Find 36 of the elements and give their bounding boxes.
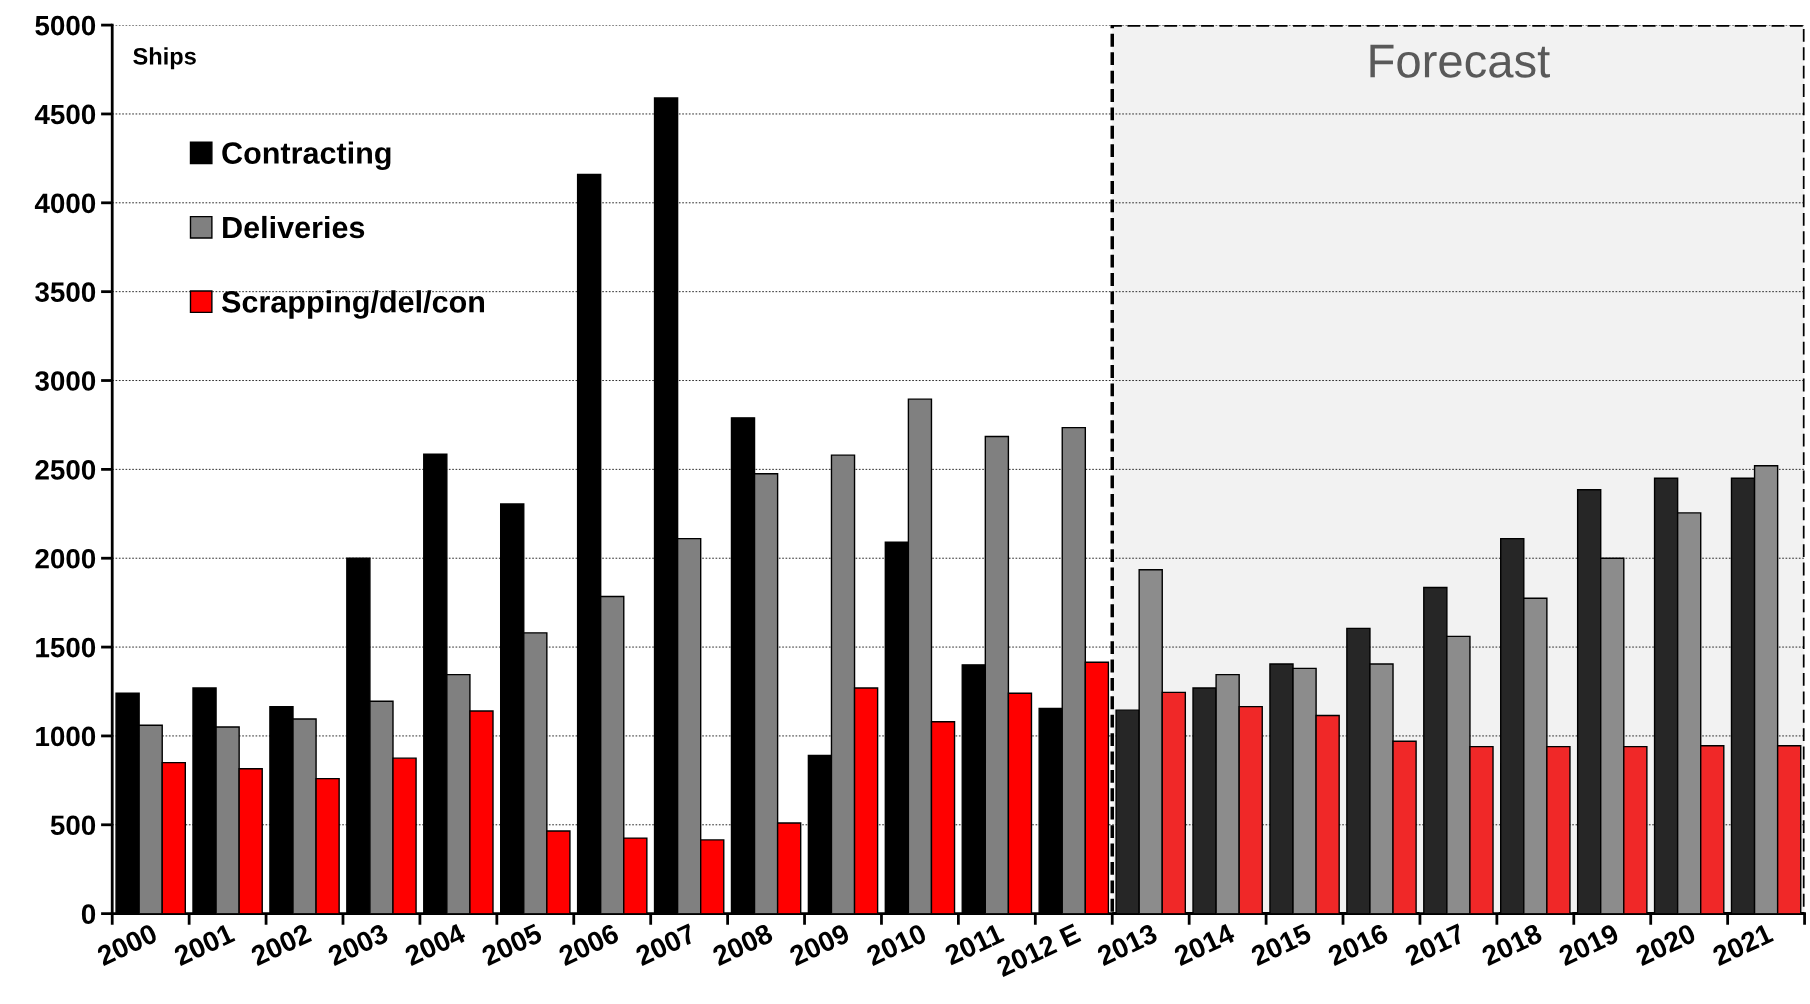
x-tick-label: 2020 — [1634, 923, 1697, 967]
x-tick-label: 2001 — [172, 922, 236, 967]
x-tick-label: 2013 — [1095, 923, 1159, 967]
y-tick-label: 0 — [81, 904, 96, 924]
y-tick-label: 2500 — [35, 460, 96, 480]
y-tick-label: 4500 — [34, 104, 96, 125]
legend-label: Deliveries — [223, 215, 365, 239]
x-tick-label: 2002 — [249, 923, 313, 967]
y-axis-title: Ships — [133, 47, 196, 70]
y-tick-label: 500 — [50, 815, 96, 836]
x-tick-label: 2018 — [1480, 923, 1544, 967]
x-tick-label: 2009 — [788, 923, 851, 967]
x-tick-label: 2016 — [1326, 923, 1390, 967]
y-tick-label: 1500 — [36, 637, 96, 658]
band-label: Forecast — [1370, 44, 1550, 78]
x-tick-label: 2007 — [634, 923, 697, 967]
x-tick-label: 2015 — [1249, 922, 1313, 967]
legend-label: Contracting — [222, 141, 391, 171]
x-tick-label: 2008 — [711, 923, 774, 967]
y-tick-label: 4000 — [34, 193, 96, 214]
x-tick-label: 2005 — [480, 922, 544, 967]
y-tick-label: 2000 — [35, 548, 96, 569]
x-tick-label: 2021 — [1711, 922, 1775, 967]
y-tick-label: 1000 — [36, 726, 96, 747]
legend-label: Scrapping/del/con — [221, 290, 485, 319]
x-tick-label: 2017 — [1403, 923, 1466, 967]
x-tick-label: 2003 — [326, 923, 390, 967]
x-tick-label: 2010 — [865, 923, 928, 967]
y-tick-label: 3500 — [35, 282, 96, 303]
x-tick-label: 2014 — [1172, 922, 1237, 967]
x-tick-label: 2000 — [95, 923, 159, 967]
y-tick-label: 3000 — [35, 371, 96, 391]
x-tick-label: 2019 — [1557, 923, 1620, 967]
y-tick-label: 5000 — [35, 15, 96, 36]
x-tick-label: 2004 — [403, 922, 467, 967]
x-tick-label: 2006 — [557, 923, 620, 967]
